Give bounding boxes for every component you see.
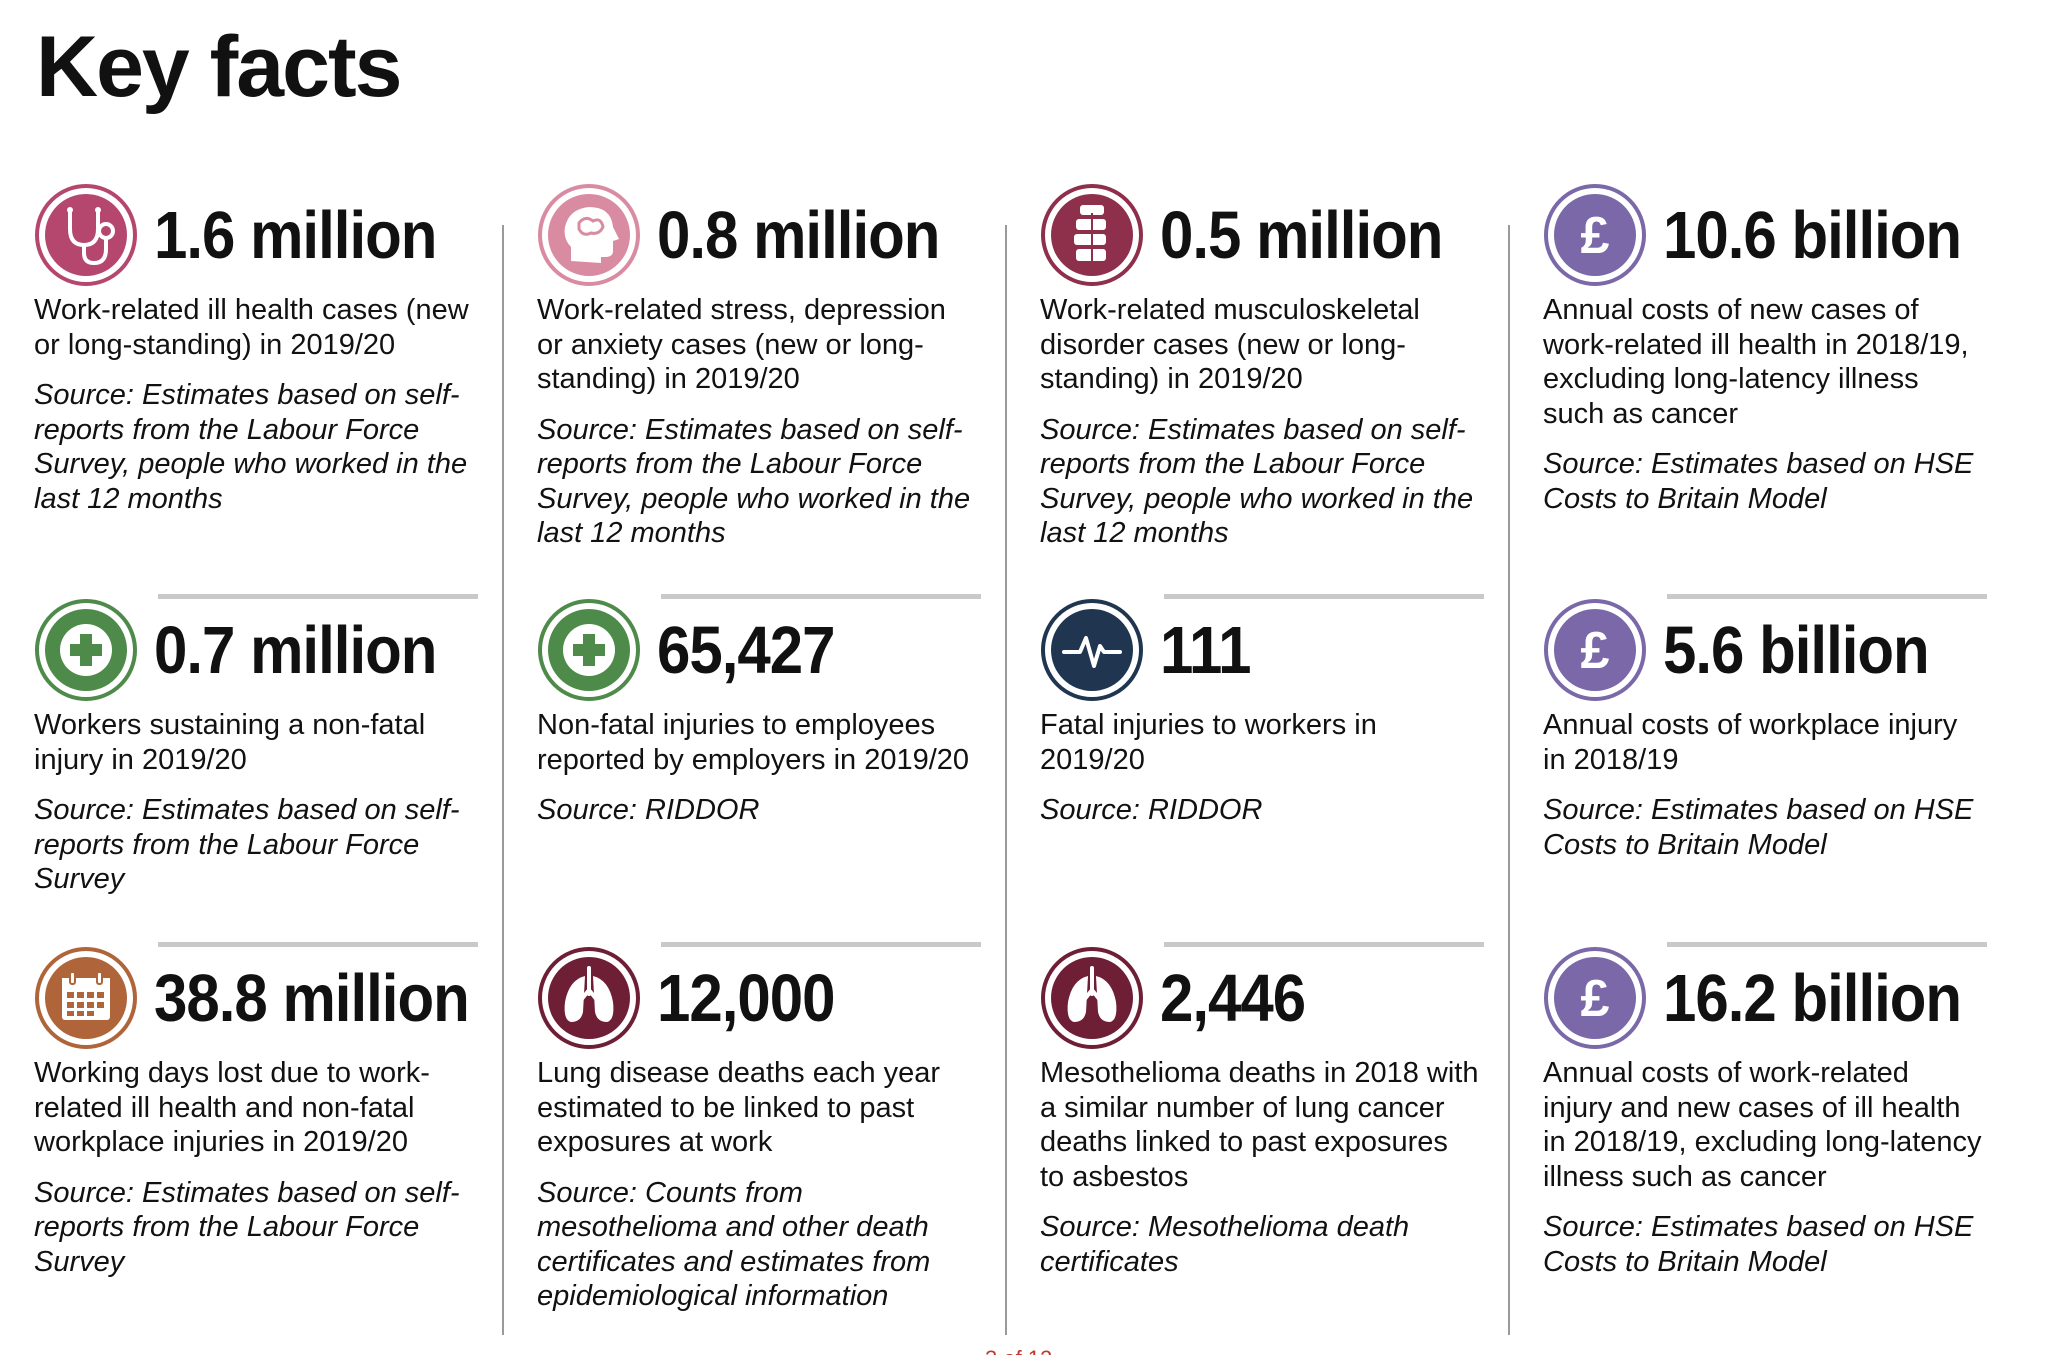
source-text: Source: Estimates based on self-reports …: [34, 794, 460, 895]
source-text: Source: Counts from mesothelioma and oth…: [537, 1176, 931, 1313]
description-text: Annual costs of workplace injury in 2018…: [1543, 709, 1958, 776]
stat-description: Lung disease deaths each year estimated …: [537, 1056, 977, 1314]
source-text: Source: Estimates based on HSE Costs to …: [1543, 794, 1974, 861]
calendar-icon: [34, 946, 138, 1050]
lungs-icon: [1040, 946, 1144, 1050]
heartbeat-icon: [1040, 598, 1144, 702]
stat-description: Annual costs of workplace injury in 2018…: [1543, 708, 1983, 862]
description-text: Mesothelioma deaths in 2018 with a simil…: [1040, 1057, 1479, 1193]
stat-value: 10.6 billion: [1663, 197, 1962, 273]
lungs-icon: [537, 946, 641, 1050]
description-text: Lung disease deaths each year estimated …: [537, 1057, 941, 1158]
source-text: Source: Estimates based on HSE Costs to …: [1543, 448, 1974, 515]
source-text: Source: Estimates based on self-reports …: [537, 413, 971, 550]
description-text: Annual costs of work-related injury and …: [1543, 1057, 1982, 1193]
source-text: Source: Estimates based on self-reports …: [1040, 413, 1474, 550]
stat-value: 65,427: [657, 612, 836, 688]
description-text: Fatal injuries to workers in 2019/20: [1040, 709, 1377, 776]
medical-cross-icon: [34, 598, 138, 702]
stat-description: Mesothelioma deaths in 2018 with a simil…: [1040, 1056, 1480, 1279]
stat-description: Annual costs of work-related injury and …: [1543, 1056, 1983, 1279]
spine-icon: [1040, 183, 1144, 287]
source-text: Source: RIDDOR: [1040, 794, 1263, 826]
divider: [1667, 594, 1987, 599]
source-text: Source: Estimates based on self-reports …: [34, 1176, 460, 1278]
svg-text:£: £: [1581, 970, 1610, 1028]
description-text: Non-fatal injuries to employees reported…: [537, 709, 970, 776]
page-number: 3 of 12: [985, 1348, 1095, 1355]
source-text: Source: Estimates based on HSE Costs to …: [1543, 1211, 1974, 1278]
divider: [661, 594, 981, 599]
divider: [1164, 942, 1484, 947]
stat-value: 111: [1160, 612, 1251, 688]
divider: [661, 942, 981, 947]
svg-text:£: £: [1581, 622, 1610, 680]
stat-description: Non-fatal injuries to employees reported…: [537, 708, 977, 828]
description-text: Annual costs of new cases of work-relate…: [1543, 294, 1969, 430]
stat-value: 0.8 million: [657, 197, 940, 273]
source-text: Source: Estimates based on self-reports …: [34, 379, 468, 515]
stat-description: Work-related musculoskeletal disorder ca…: [1040, 293, 1480, 551]
description-text: Workers sustaining a non-fatal injury in…: [34, 709, 426, 776]
divider: [1164, 594, 1484, 599]
stat-description: Work-related ill health cases (new or lo…: [34, 293, 474, 516]
divider: [1667, 942, 1987, 947]
column-divider: [502, 225, 504, 1335]
pound-icon: £: [1543, 946, 1647, 1050]
stat-value: 0.7 million: [154, 612, 437, 688]
column-divider: [1508, 225, 1510, 1335]
stat-value: 38.8 million: [154, 960, 470, 1036]
page-title: Key facts: [36, 19, 402, 115]
description-text: Work-related musculoskeletal disorder ca…: [1040, 294, 1420, 395]
stat-value: 5.6 billion: [1663, 612, 1930, 688]
source-text: Source: RIDDOR: [537, 794, 760, 826]
description-text: Work-related ill health cases (new or lo…: [34, 294, 469, 361]
stat-value: 0.5 million: [1160, 197, 1443, 273]
stat-description: Workers sustaining a non-fatal injury in…: [34, 708, 474, 897]
pound-icon: £: [1543, 598, 1647, 702]
stat-description: Annual costs of new cases of work-relate…: [1543, 293, 1983, 516]
divider: [158, 942, 478, 947]
column-divider: [1005, 225, 1007, 1335]
stat-value: 1.6 million: [154, 197, 437, 273]
head-icon: [537, 183, 641, 287]
source-text: Source: Mesothelioma death certificates: [1040, 1211, 1410, 1278]
description-text: Work-related stress, depression or anxie…: [537, 294, 946, 395]
stethoscope-icon: [34, 183, 138, 287]
pound-icon: £: [1543, 183, 1647, 287]
divider: [158, 594, 478, 599]
medical-cross-icon: [537, 598, 641, 702]
stat-value: 12,000: [657, 960, 836, 1036]
stat-description: Work-related stress, depression or anxie…: [537, 293, 977, 551]
stat-value: 2,446: [1160, 960, 1306, 1036]
stat-description: Fatal injuries to workers in 2019/20 Sou…: [1040, 708, 1480, 828]
stat-value: 16.2 billion: [1663, 960, 1962, 1036]
svg-text:£: £: [1581, 207, 1610, 265]
description-text: Working days lost due to work-related il…: [34, 1057, 430, 1158]
stat-description: Working days lost due to work-related il…: [34, 1056, 474, 1279]
